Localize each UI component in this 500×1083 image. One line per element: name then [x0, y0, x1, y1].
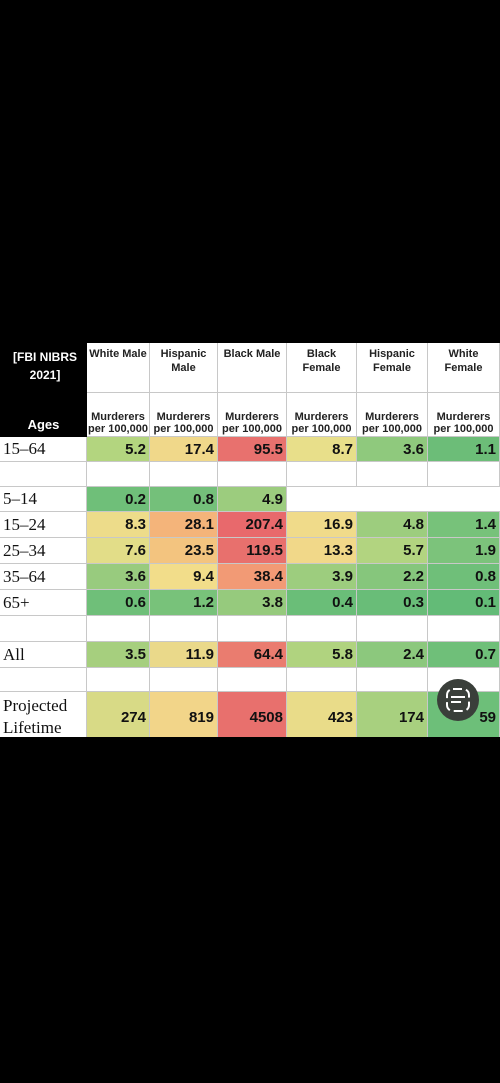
row-label: 15–64 — [0, 437, 87, 462]
column-unit: Murderers per 100,000 — [218, 393, 287, 437]
row-label: 25–34 — [0, 538, 87, 564]
value-cell: 11.9 — [150, 642, 218, 668]
value-cell: 5.2 — [87, 437, 150, 462]
spacer-cell — [150, 462, 218, 487]
value-cell: 8.7 — [287, 437, 357, 462]
spacer-cell — [287, 462, 357, 487]
column-unit: Murderers per 100,000 — [150, 393, 218, 437]
value-cell: 9.4 — [150, 564, 218, 590]
value-cell: 0.6 — [87, 590, 150, 616]
value-cell: 0.7 — [428, 642, 500, 668]
value-cell: 16.9 — [287, 512, 357, 538]
value-cell: 13.3 — [287, 538, 357, 564]
spacer-cell — [0, 616, 87, 642]
row-label: Projected Lifetime — [0, 692, 87, 737]
spacer-cell — [357, 616, 428, 642]
value-cell: 1.2 — [150, 590, 218, 616]
spacer-cell — [357, 668, 428, 692]
value-cell: 59 — [428, 692, 500, 737]
spacer-cell — [287, 616, 357, 642]
spacer-cell — [287, 668, 357, 692]
value-cell: 1.9 — [428, 538, 500, 564]
value-cell: 0.3 — [357, 590, 428, 616]
source-label: [FBI NIBRS 2021] — [13, 350, 77, 382]
spacer-cell — [150, 616, 218, 642]
column-header: White Female — [428, 343, 500, 393]
spacer-cell — [87, 462, 150, 487]
value-cell: 28.1 — [150, 512, 218, 538]
empty-cell — [428, 487, 500, 512]
spacer-cell — [428, 462, 500, 487]
spacer-cell — [218, 668, 287, 692]
spacer-cell — [428, 668, 500, 692]
value-cell: 2.2 — [357, 564, 428, 590]
value-cell: 1.4 — [428, 512, 500, 538]
value-cell: 3.5 — [87, 642, 150, 668]
column-unit: Murderers per 100,000 — [287, 393, 357, 437]
value-cell: 4.9 — [218, 487, 287, 512]
ages-label: Ages — [27, 417, 60, 432]
value-cell: 207.4 — [218, 512, 287, 538]
column-unit: Murderers per 100,000 — [428, 393, 500, 437]
value-cell: 423 — [287, 692, 357, 737]
value-cell: 2.4 — [357, 642, 428, 668]
spacer-cell — [218, 616, 287, 642]
value-cell: 64.4 — [218, 642, 287, 668]
value-cell: 0.8 — [150, 487, 218, 512]
value-cell: 3.6 — [357, 437, 428, 462]
row-label: All — [0, 642, 87, 668]
value-cell: 1.1 — [428, 437, 500, 462]
value-cell: 5.8 — [287, 642, 357, 668]
value-cell: 17.4 — [150, 437, 218, 462]
column-unit: Murderers per 100,000 — [357, 393, 428, 437]
value-cell: 23.5 — [150, 538, 218, 564]
empty-cell — [287, 487, 357, 512]
row-label: 5–14 — [0, 487, 87, 512]
spacer-cell — [357, 462, 428, 487]
value-cell: 3.6 — [87, 564, 150, 590]
column-header: Hispanic Female — [357, 343, 428, 393]
row-label: 65+ — [0, 590, 87, 616]
column-header: White Male — [87, 343, 150, 393]
value-cell: 119.5 — [218, 538, 287, 564]
value-cell: 8.3 — [87, 512, 150, 538]
row-label: 35–64 — [0, 564, 87, 590]
spacer-cell — [150, 668, 218, 692]
spacer-cell — [0, 668, 87, 692]
value-cell: 3.8 — [218, 590, 287, 616]
value-cell: 819 — [150, 692, 218, 737]
spacer-cell — [87, 668, 150, 692]
value-cell: 274 — [87, 692, 150, 737]
value-cell: 5.7 — [357, 538, 428, 564]
row-label: 15–24 — [0, 512, 87, 538]
value-cell: 0.1 — [428, 590, 500, 616]
table: [FBI NIBRS 2021] Ages White Male Murderer… — [0, 343, 500, 737]
column-header: Black Female — [287, 343, 357, 393]
value-cell: 4.8 — [357, 512, 428, 538]
value-cell: 174 — [357, 692, 428, 737]
spacer-cell — [428, 616, 500, 642]
value-cell: 0.4 — [287, 590, 357, 616]
column-header: Black Male — [218, 343, 287, 393]
value-cell: 38.4 — [218, 564, 287, 590]
value-cell: 0.8 — [428, 564, 500, 590]
value-cell: 95.5 — [218, 437, 287, 462]
column-unit: Murderers per 100,000 — [87, 393, 150, 437]
corner-header: [FBI NIBRS 2021] Ages — [0, 343, 87, 437]
value-cell: 3.9 — [287, 564, 357, 590]
column-header: Hispanic Male — [150, 343, 218, 393]
value-cell: 0.2 — [87, 487, 150, 512]
value-cell: 4508 — [218, 692, 287, 737]
spacer-cell — [218, 462, 287, 487]
spacer-cell — [0, 462, 87, 487]
spacer-cell — [87, 616, 150, 642]
value-cell: 7.6 — [87, 538, 150, 564]
empty-cell — [357, 487, 428, 512]
